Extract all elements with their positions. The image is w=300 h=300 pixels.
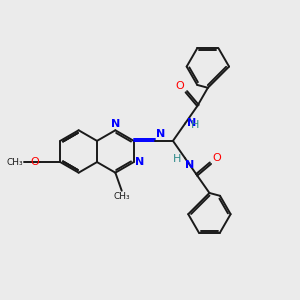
Text: CH₃: CH₃: [7, 158, 23, 166]
Text: H: H: [191, 120, 200, 130]
Text: H: H: [173, 154, 181, 164]
Text: N: N: [155, 129, 165, 140]
Text: O: O: [31, 157, 39, 167]
Text: O: O: [176, 82, 184, 92]
Text: N: N: [187, 118, 196, 128]
Text: N: N: [185, 160, 194, 170]
Text: O: O: [212, 153, 221, 163]
Text: N: N: [135, 157, 144, 167]
Text: CH₃: CH₃: [113, 192, 130, 201]
Text: N: N: [111, 119, 120, 129]
